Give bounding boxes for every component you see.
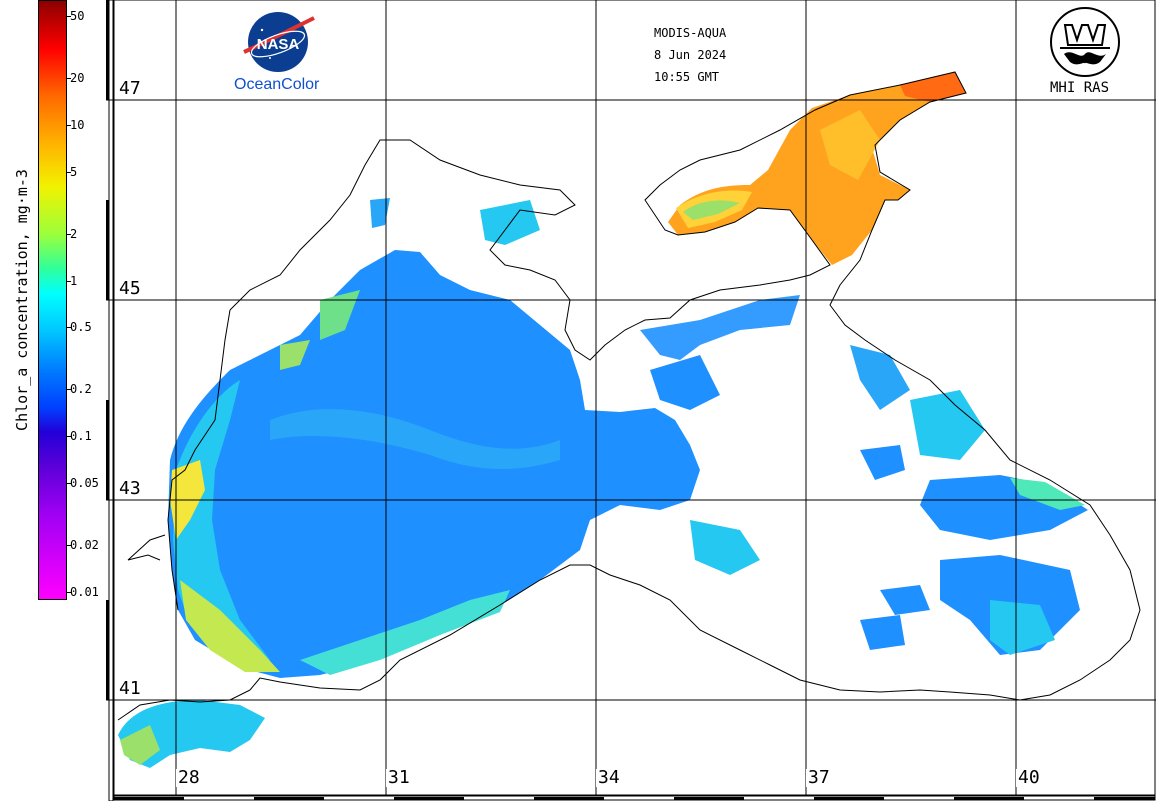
- nasa-logo: NASA: [243, 12, 315, 72]
- latitude-label-45: 45: [117, 278, 143, 299]
- longitude-label-31: 31: [386, 767, 412, 788]
- colorbar-tick: [67, 77, 71, 79]
- colorbar-label: 0.1: [70, 429, 92, 444]
- map-frame-border: [113, 0, 1156, 796]
- colorbar-tick: [67, 171, 71, 173]
- nasa-wordmark: NASA: [257, 36, 300, 53]
- longitude-label-28: 28: [176, 767, 202, 788]
- colorbar-panel: Chlor_a concentration, mg·m-3 50 20 10 5 2 1 0…: [0, 0, 106, 801]
- coastline: [117, 71, 1141, 721]
- sea-of-marmara: [118, 700, 265, 768]
- colorbar-tick: [67, 327, 71, 329]
- colorbar-tick: [67, 124, 71, 126]
- eastern-sea-patches: [370, 198, 1088, 655]
- colorbar-tick: [67, 436, 71, 438]
- colorbar-label: 1: [70, 273, 78, 288]
- acquisition-info: MODIS-AQUA 8 Jun 2024 10:55 GMT: [654, 22, 726, 88]
- colorbar-label: 0.5: [70, 320, 92, 335]
- black-sea-water: [168, 250, 700, 678]
- longitude-label-37: 37: [806, 767, 832, 788]
- left-ruler: [106, 0, 114, 801]
- colorbar-tick: [67, 592, 71, 593]
- colorbar-label: 0.05: [70, 476, 99, 491]
- colorbar-tick: [67, 545, 71, 547]
- latitude-label-41: 41: [117, 678, 143, 699]
- longitude-label-40: 40: [1016, 767, 1042, 788]
- colorbar-label: 10: [70, 117, 85, 132]
- colorbar-tick: [67, 233, 71, 235]
- colorbar-gradient: [38, 0, 67, 600]
- mhi-ras-text: MHI RAS: [1050, 80, 1110, 96]
- colorbar-tick: [67, 280, 71, 282]
- colorbar-label: 2: [70, 226, 78, 241]
- colorbar-tick: [67, 483, 71, 485]
- sea-of-azov: [668, 72, 966, 265]
- colorbar-tick: [67, 389, 71, 391]
- colorbar-label: 0.01: [70, 585, 99, 599]
- colorbar-tick: [67, 16, 71, 17]
- acquisition-date: 8 Jun 2024: [654, 48, 727, 62]
- longitude-label-34: 34: [596, 767, 622, 788]
- mhi-ras-logo: [1050, 7, 1120, 77]
- colorbar-label: 0.2: [70, 382, 92, 397]
- colorbar-label: 5: [70, 164, 78, 179]
- oceancolor-text: OceanColor: [234, 76, 320, 93]
- bottom-ruler: [113, 795, 1156, 801]
- sensor-name: MODIS-AQUA: [654, 26, 727, 40]
- latitude-label-47: 47: [117, 78, 143, 99]
- graticule: [106, 0, 1156, 795]
- acquisition-time: 10:55 GMT: [654, 70, 720, 84]
- colorbar-label: 20: [70, 70, 85, 85]
- latitude-label-43: 43: [117, 478, 143, 499]
- colorbar-label: 50: [70, 9, 85, 23]
- colorbar-label: 0.02: [70, 538, 99, 553]
